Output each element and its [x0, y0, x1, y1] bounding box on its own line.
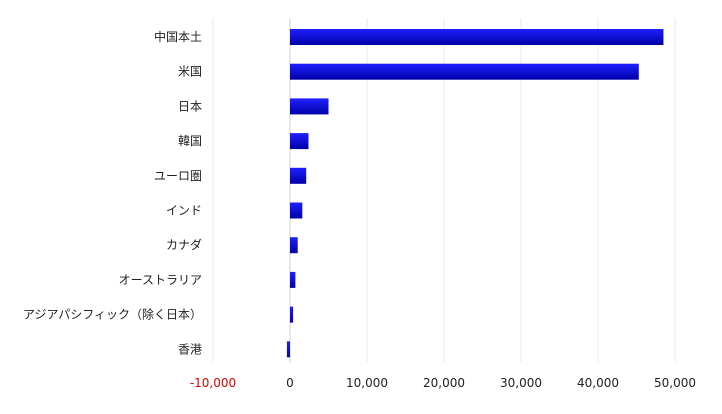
x-tick-label: 0	[286, 376, 294, 390]
category-label: 日本	[178, 99, 202, 113]
bar	[290, 202, 303, 219]
category-label: ユーロ圏	[154, 169, 202, 183]
bar	[290, 167, 307, 184]
category-label: 香港	[178, 342, 202, 356]
category-label: 米国	[178, 65, 202, 79]
bar	[290, 63, 639, 80]
bar	[290, 98, 329, 115]
bars	[286, 29, 664, 358]
category-label: カナダ	[166, 237, 202, 252]
x-tick-label: 20,000	[423, 376, 465, 390]
bar	[290, 133, 309, 150]
x-tick-label: 50,000	[654, 376, 696, 390]
x-axis-tick-labels: -10,000 0 10,000 20,000 30,000 40,000 50,000	[190, 376, 696, 390]
category-label: インド	[166, 204, 202, 218]
bar	[286, 341, 290, 358]
x-tick-label: 40,000	[577, 376, 619, 390]
x-tick-label: 10,000	[346, 376, 388, 390]
x-tick-label: 30,000	[500, 376, 542, 390]
bar	[290, 237, 298, 254]
category-label: アジアパシフィック（除く日本）	[23, 307, 202, 322]
category-labels: 中国本土米国日本韓国ユーロ圏インドカナダオーストラリアアジアパシフィック（除く日…	[23, 29, 202, 356]
category-label: 中国本土	[154, 29, 202, 44]
bar	[290, 29, 664, 45]
bar	[290, 306, 294, 323]
bar	[290, 271, 296, 288]
x-tick-label: -10,000	[190, 376, 236, 390]
category-label: オーストラリア	[119, 273, 202, 287]
category-label: 韓国	[178, 134, 202, 148]
